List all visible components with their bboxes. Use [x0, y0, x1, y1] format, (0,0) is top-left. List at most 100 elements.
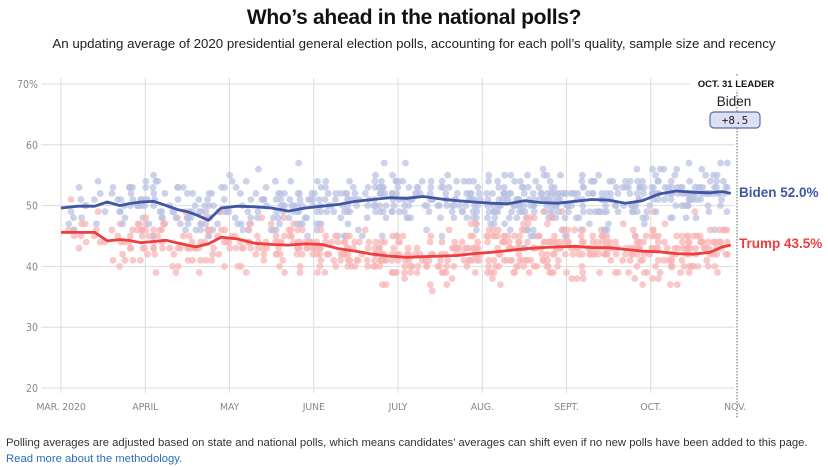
trump-poll-dot [504, 232, 512, 240]
biden-poll-dot [458, 208, 466, 216]
x-tick-label: JUNE [302, 402, 325, 413]
trump-poll-dot [158, 226, 166, 234]
biden-poll-dot [696, 183, 704, 191]
trump-poll-dot [625, 269, 632, 276]
biden-poll-dot [349, 183, 357, 191]
trump-poll-dot [704, 238, 712, 246]
biden-poll-dot [453, 190, 461, 197]
trump-poll-dot [530, 214, 538, 222]
trump-poll-dot [551, 238, 559, 246]
trump-poll-dot [472, 220, 480, 228]
biden-poll-dot [169, 208, 176, 216]
y-tick-label: 20 [26, 383, 38, 395]
trump-poll-dot [355, 238, 363, 246]
biden-poll-dot [586, 208, 594, 216]
trump-poll-dot [573, 275, 581, 282]
methodology-link[interactable]: Read more about the methodology. [6, 453, 183, 465]
trump-poll-dot [554, 256, 562, 264]
biden-poll-dot [237, 190, 244, 197]
trump-poll-dot [465, 256, 473, 264]
trump-poll-dot [643, 269, 651, 276]
trump-poll-dot [484, 269, 491, 276]
trump-poll-dot [129, 226, 136, 234]
trump-poll-dot [554, 263, 562, 270]
biden-poll-dot [453, 177, 461, 185]
biden-poll-dot [121, 214, 129, 222]
biden-poll-dot [489, 190, 496, 197]
biden-poll-dot [285, 214, 293, 222]
trump-poll-dot [507, 256, 515, 264]
trump-poll-dot [378, 238, 385, 246]
biden-poll-dot [450, 214, 458, 222]
trump-poll-dot [633, 263, 641, 270]
biden-poll-dot [612, 183, 620, 191]
biden-poll-dot [544, 196, 552, 203]
biden-poll-dot [109, 183, 117, 191]
trump-poll-dot [596, 269, 604, 276]
biden-poll-dot [673, 165, 681, 173]
trump-poll-dot [535, 232, 543, 240]
biden-poll-dot [394, 183, 402, 191]
trump-poll-dot [629, 226, 637, 234]
trump-poll-dot [612, 250, 620, 258]
biden-poll-dot [210, 202, 217, 210]
biden-poll-dot [586, 220, 593, 228]
biden-poll-dot [337, 214, 345, 222]
trump-poll-dot [700, 244, 708, 252]
trump-poll-dot [579, 269, 587, 276]
trump-poll-dot [239, 244, 247, 252]
biden-poll-dot [239, 226, 247, 234]
biden-poll-dot [652, 208, 660, 216]
footer-note: Polling averages are adjusted based on s… [6, 435, 820, 467]
trump-poll-dot [247, 244, 255, 252]
trump-poll-dot [210, 244, 217, 252]
biden-poll-dot [214, 220, 221, 228]
biden-poll-dot [469, 214, 477, 222]
biden-poll-dot [425, 208, 433, 216]
biden-poll-dot [195, 196, 203, 203]
biden-poll-dot [556, 196, 564, 203]
trump-poll-dot [494, 226, 502, 234]
trump-poll-dot [668, 256, 676, 264]
trump-poll-dot [434, 263, 442, 270]
biden-poll-dot [632, 202, 640, 210]
biden-poll-dot [678, 202, 686, 210]
trump-poll-dot [353, 256, 361, 264]
trump-poll-dot [704, 263, 712, 270]
biden-poll-dot [501, 171, 509, 179]
biden-poll-dot [262, 183, 270, 191]
biden-poll-dot [371, 177, 379, 185]
trump-poll-dot [579, 250, 586, 258]
trump-poll-dot [154, 232, 162, 240]
trump-poll-dot [577, 232, 585, 240]
biden-poll-dot [228, 177, 236, 185]
biden-poll-dot [473, 208, 481, 216]
trump-poll-dot [451, 238, 459, 246]
trump-poll-dot [485, 226, 493, 234]
trump-poll-dot [696, 232, 704, 240]
biden-poll-dot [281, 190, 288, 197]
trump-poll-dot [663, 244, 671, 252]
trump-poll-dot [634, 238, 642, 246]
trump-poll-dot [202, 256, 210, 264]
trump-poll-dot [550, 232, 558, 240]
biden-poll-dot [277, 196, 285, 203]
biden-poll-dot [539, 165, 547, 173]
biden-poll-dot [551, 190, 559, 197]
trump-poll-dot [649, 226, 657, 234]
trump-poll-dot [285, 226, 293, 234]
biden-poll-dot [252, 190, 260, 197]
biden-poll-dot [321, 196, 329, 203]
biden-poll-dot [286, 196, 294, 203]
biden-poll-dot [463, 214, 471, 222]
biden-poll-dot [337, 190, 344, 197]
x-tick-label: AUG. [471, 402, 494, 413]
biden-poll-dot [532, 177, 540, 185]
trump-poll-dot [260, 250, 268, 258]
trump-poll-dot [713, 250, 721, 258]
biden-poll-dot [697, 196, 704, 203]
biden-poll-dot [296, 220, 304, 228]
biden-poll-dot [518, 183, 526, 191]
trump-poll-dot [407, 263, 415, 270]
biden-poll-dot [67, 208, 75, 216]
